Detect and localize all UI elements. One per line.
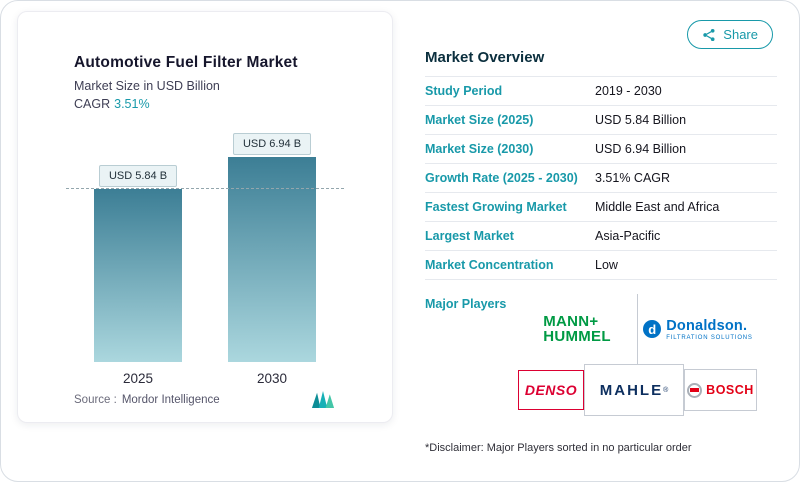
share-button-label: Share (723, 27, 758, 42)
mann-hummel-logo: MANN+ HUMMEL (517, 294, 637, 364)
overview-row-value: 3.51% CAGR (595, 171, 671, 185)
major-players-label: Major Players (425, 297, 507, 311)
chart-header: Automotive Fuel Filter Market Market Siz… (18, 12, 392, 111)
overview-row-value: USD 5.84 Billion (595, 113, 687, 127)
chart-subtitle: Market Size in USD Billion (74, 79, 220, 93)
bosch-logo-icon (687, 382, 703, 398)
mann-hummel-line2: HUMMEL (543, 328, 611, 345)
overview-row-value: Asia-Pacific (595, 229, 661, 243)
overview-row-label: Market Size (2025) (425, 113, 534, 127)
source-row: Source : Mordor Intelligence (74, 391, 336, 408)
mahle-registered-mark: ® (663, 386, 669, 394)
overview-row-value: 2019 - 2030 (595, 84, 662, 98)
table-row: Largest Market Asia-Pacific (425, 222, 777, 251)
overview-row-label: Market Size (2030) (425, 142, 534, 156)
major-players-section: Major Players MANN+ HUMMEL d Donaldson. (425, 294, 777, 416)
donaldson-logo: d Donaldson. FILTRATION SOLUTIONS (637, 294, 758, 364)
overview-row-label: Study Period (425, 84, 503, 98)
x-axis-label-2030: 2030 (256, 371, 288, 386)
bar-value-label-2030: USD 6.94 B (232, 133, 312, 155)
mann-hummel-line1: MANN+ (543, 312, 599, 330)
donaldson-tagline: FILTRATION SOLUTIONS (666, 334, 753, 341)
share-icon (703, 28, 715, 41)
mahle-logo: MAHLE ® (584, 364, 684, 416)
bosch-logo: BOSCH (684, 369, 757, 411)
share-button[interactable]: Share (687, 20, 773, 49)
table-row: Market Concentration Low (425, 251, 777, 280)
table-row: Market Size (2025) USD 5.84 Billion (425, 106, 777, 135)
overview-row-label: Fastest Growing Market (425, 200, 567, 214)
overview-row-label: Largest Market (425, 229, 514, 243)
overview-row-label: Growth Rate (2025 - 2030) (425, 171, 578, 185)
cagr-label: CAGR (74, 97, 111, 111)
cagr-value: 3.51% (114, 97, 150, 111)
denso-name: DENSO (524, 382, 578, 398)
overview-row-value: USD 6.94 Billion (595, 142, 687, 156)
table-row: Market Size (2030) USD 6.94 Billion (425, 135, 777, 164)
players-bottom-row: DENSO MAHLE ® BOSCH (517, 364, 758, 416)
bar (94, 189, 182, 362)
bar (228, 157, 316, 362)
market-overview-panel: Market Overview Study Period 2019 - 2030… (425, 49, 777, 454)
source-text: Source : Mordor Intelligence (74, 394, 220, 406)
panel-heading: Market Overview (425, 49, 545, 66)
donaldson-icon: d (643, 320, 662, 338)
overview-row-label: Market Concentration (425, 258, 554, 272)
denso-logo: DENSO (518, 370, 584, 410)
bar-group-2025: USD 5.84 B (94, 165, 182, 362)
source-name: Mordor Intelligence (121, 393, 220, 406)
disclaimer-text: *Disclaimer: Major Players sorted in no … (425, 442, 692, 454)
table-row: Study Period 2019 - 2030 (425, 77, 777, 106)
cagr-row: CAGR 3.51% (74, 97, 368, 111)
bar-group-2030: USD 6.94 B (228, 133, 316, 362)
donaldson-name: Donaldson. (666, 317, 748, 334)
bar-value-label-2025: USD 5.84 B (98, 165, 178, 187)
bar-chart: USD 5.84 B USD 6.94 B 2025 2030 (38, 132, 372, 386)
x-axis-label-2025: 2025 (122, 371, 154, 386)
x-axis-labels: 2025 2030 (38, 371, 372, 386)
mahle-name: MAHLE (599, 381, 664, 399)
major-players-grid: MANN+ HUMMEL d Donaldson. FILTRATION SOL… (517, 294, 758, 416)
reference-line (66, 188, 344, 189)
bosch-name: BOSCH (706, 383, 754, 397)
table-row: Growth Rate (2025 - 2030) 3.51% CAGR (425, 164, 777, 193)
players-top-row: MANN+ HUMMEL d Donaldson. FILTRATION SOL… (517, 294, 758, 364)
overview-row-value: Low (595, 258, 618, 272)
overview-table: Study Period 2019 - 2030 Market Size (20… (425, 76, 777, 280)
table-row: Fastest Growing Market Middle East and A… (425, 193, 777, 222)
overview-row-value: Middle East and Africa (595, 200, 720, 214)
source-label: Source : (74, 393, 117, 406)
mordor-intelligence-logo (311, 391, 335, 408)
bar-plot-area: USD 5.84 B USD 6.94 B (38, 132, 372, 362)
chart-title: Automotive Fuel Filter Market (74, 54, 298, 71)
chart-card: Automotive Fuel Filter Market Market Siz… (17, 11, 393, 423)
